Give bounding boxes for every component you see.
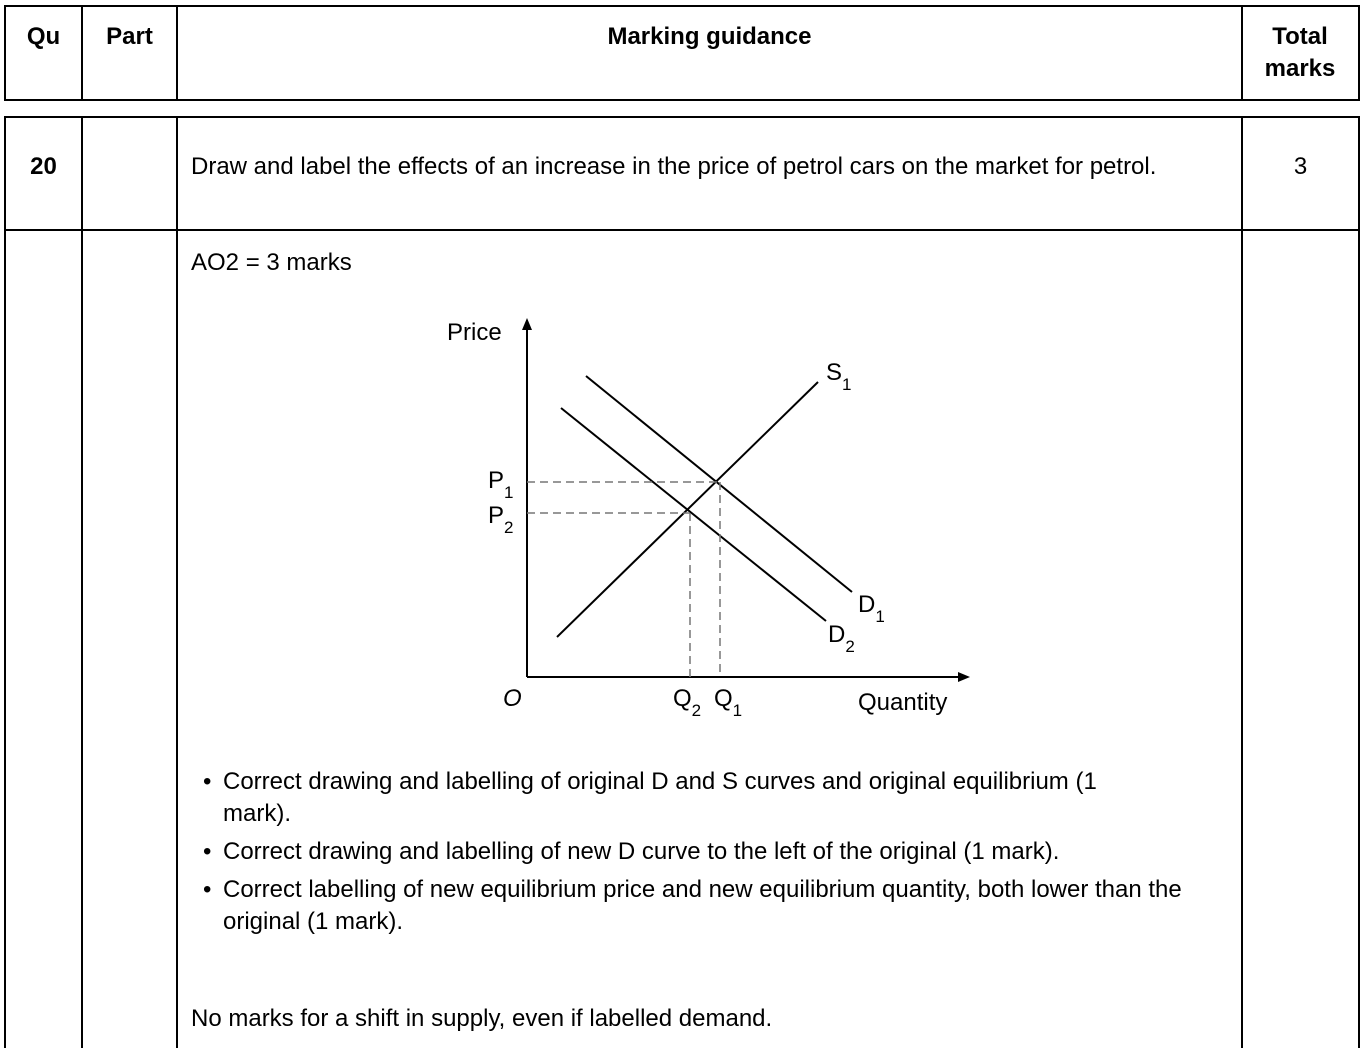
header-guidance: Marking guidance	[607, 23, 812, 50]
header-part: Part	[106, 23, 153, 50]
question-text: Draw and label the effects of an increas…	[191, 153, 1157, 180]
bullet: Correct drawing and labelling of new D c…	[191, 836, 1133, 868]
q2-label: Q2	[673, 685, 701, 720]
p2-label: P2	[488, 502, 513, 537]
header-qu: Qu	[26, 23, 61, 50]
ao-line: AO2 = 3 marks	[191, 249, 352, 276]
x-axis-label: Quantity	[858, 689, 947, 716]
question-number: 20	[30, 153, 57, 180]
question-marks: 3	[1293, 153, 1308, 180]
p1-label: P1	[488, 467, 513, 502]
bullet: Correct labelling of new equilibrium pri…	[191, 874, 1223, 938]
header-total: Total marks	[1264, 23, 1336, 82]
bullet-list: Correct drawing and labelling of origina…	[191, 766, 1221, 938]
bullet: Correct drawing and labelling of origina…	[191, 766, 1123, 830]
d2-label: D2	[828, 621, 855, 656]
q1-label: Q1	[714, 685, 742, 720]
d1-label: D1	[858, 591, 885, 626]
diagram: Price Quantity O S1 D1 D2 P1 P2 Q2 Q1	[447, 318, 970, 720]
origin-label: O	[503, 685, 522, 712]
y-axis-label: Price	[447, 319, 502, 346]
s1-label: S1	[826, 359, 851, 394]
note: No marks for a shift in supply, even if …	[191, 1005, 773, 1032]
